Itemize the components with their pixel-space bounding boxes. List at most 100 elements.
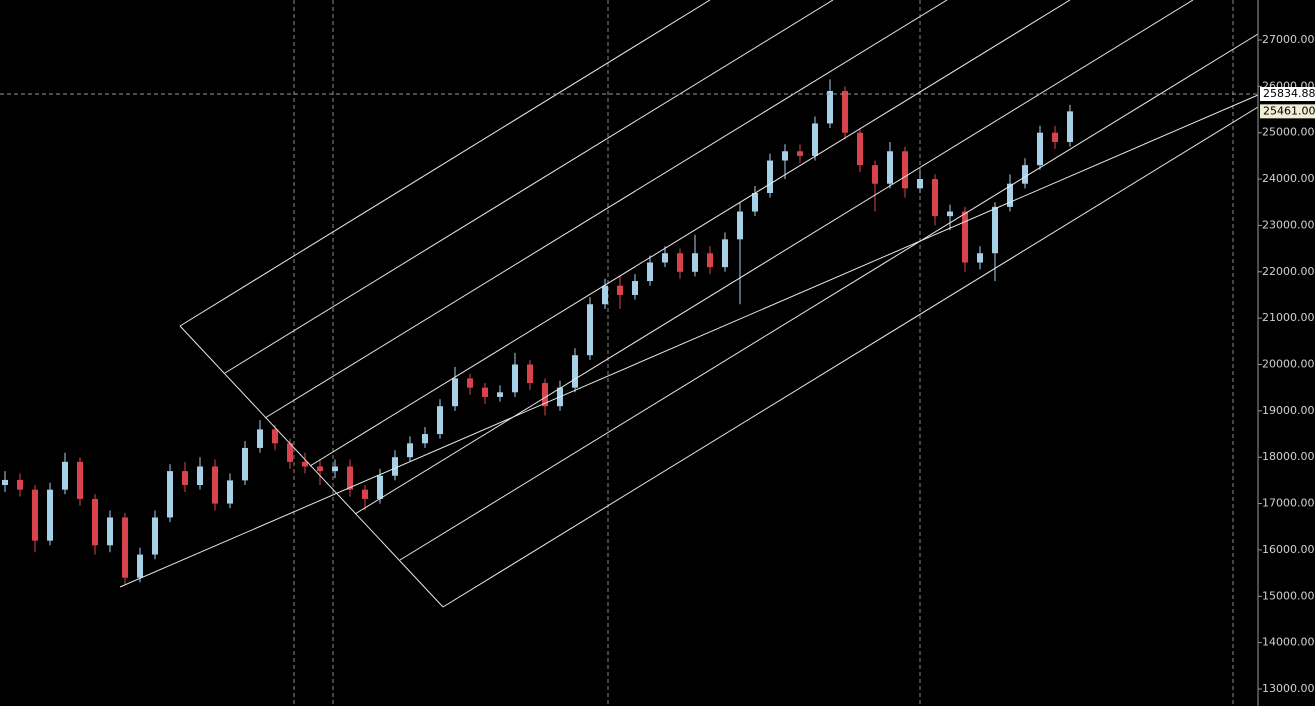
candle-body xyxy=(467,378,473,388)
candle-body xyxy=(2,479,8,486)
candle-body xyxy=(947,211,953,217)
candle-body xyxy=(842,90,848,133)
y-tick-label: 23000.00 xyxy=(1262,218,1315,231)
candle-body xyxy=(437,406,443,435)
candle-body xyxy=(212,466,218,504)
last-price-box xyxy=(1260,104,1315,119)
y-tick-label: 22000.00 xyxy=(1262,265,1315,278)
candle-body xyxy=(512,364,518,393)
candle-body xyxy=(1052,132,1058,142)
candle-body xyxy=(617,285,623,295)
y-tick-label: 21000.00 xyxy=(1262,311,1315,324)
trend-line xyxy=(119,94,1259,588)
candle-body xyxy=(1007,183,1013,207)
channel-base xyxy=(179,325,444,608)
y-tick-label: 24000.00 xyxy=(1262,172,1315,185)
channel-line xyxy=(442,106,1259,608)
candle-body xyxy=(137,554,143,578)
channel-line xyxy=(354,0,1194,515)
candle-body xyxy=(482,387,488,397)
candle-body xyxy=(572,355,578,388)
candle-body xyxy=(92,498,98,546)
y-tick-label: 16000.00 xyxy=(1262,543,1315,556)
crosshair-price: 25834.88 xyxy=(1263,87,1315,100)
y-tick-label: 13000.00 xyxy=(1262,682,1315,695)
y-tick-label: 18000.00 xyxy=(1262,450,1315,463)
channel-line xyxy=(264,0,948,419)
channel-line xyxy=(179,0,711,327)
y-tick-label: 15000.00 xyxy=(1262,589,1315,602)
channel-line xyxy=(224,0,834,374)
candle-body xyxy=(182,471,188,486)
candle-body xyxy=(392,457,398,476)
candle-body xyxy=(662,253,668,263)
candle-body xyxy=(917,179,923,189)
candle-body xyxy=(587,304,593,356)
candle-body xyxy=(302,461,308,467)
price-axis-labels: 13000.00 14000.00 15000.00 16000.00 17000.00… xyxy=(1258,33,1315,695)
candle-body xyxy=(992,206,998,254)
candle-body xyxy=(362,489,368,499)
candle-body xyxy=(377,475,383,499)
last-price: 25461.00 xyxy=(1263,104,1315,117)
candle-body xyxy=(242,447,248,481)
candle-body xyxy=(977,253,983,263)
period-separators xyxy=(293,0,1234,706)
candle-body xyxy=(1022,165,1028,184)
candle-body xyxy=(707,253,713,268)
candle-body xyxy=(167,471,173,518)
candle-body xyxy=(962,211,968,263)
candle-body xyxy=(812,123,818,156)
candle-body xyxy=(497,392,503,397)
candle-body xyxy=(632,281,638,295)
candle-body xyxy=(422,434,428,444)
candle-body xyxy=(1037,132,1043,166)
candle-body xyxy=(332,466,338,472)
y-tick-label: 17000.00 xyxy=(1262,497,1315,510)
candle-body xyxy=(122,517,128,578)
candle-body xyxy=(647,262,653,282)
candle-body xyxy=(797,151,803,156)
channel-drawing xyxy=(119,0,1259,608)
candle-body xyxy=(872,165,878,184)
candle-body xyxy=(692,253,698,272)
candle-body xyxy=(347,466,353,490)
candle-body xyxy=(1067,111,1073,142)
candle-body xyxy=(752,192,758,212)
candle-body xyxy=(857,132,863,166)
candle-body xyxy=(287,443,293,462)
candle-body xyxy=(902,151,908,189)
candle-body xyxy=(677,253,683,272)
candle-body xyxy=(767,160,773,193)
candle-body xyxy=(932,179,938,217)
y-tick-label: 27000.00 xyxy=(1262,33,1315,46)
candle-body xyxy=(77,461,83,499)
candle-body xyxy=(32,489,38,541)
candle-body xyxy=(602,285,608,305)
candle-body xyxy=(542,383,548,407)
candle-body xyxy=(272,429,278,444)
candle-body xyxy=(62,461,68,490)
candle-body xyxy=(197,466,203,486)
candle-body xyxy=(782,151,788,161)
channel-line xyxy=(399,33,1259,561)
candle-body xyxy=(887,151,893,184)
candle-body xyxy=(47,489,53,541)
y-tick-label: 14000.00 xyxy=(1262,636,1315,649)
crosshair-price-box xyxy=(1260,87,1315,102)
candle-body xyxy=(452,378,458,407)
candle-body xyxy=(152,517,158,555)
candle-body xyxy=(722,239,728,268)
y-tick-label: 19000.00 xyxy=(1262,404,1315,417)
candle-body xyxy=(317,466,323,472)
candle-body xyxy=(257,429,263,448)
y-tick-label: 20000.00 xyxy=(1262,357,1315,370)
candle-body xyxy=(527,364,533,384)
candle-body xyxy=(737,211,743,240)
candle-body xyxy=(17,479,23,490)
candle-body xyxy=(407,443,413,458)
candle-body xyxy=(227,480,233,504)
candle-body xyxy=(827,90,833,124)
